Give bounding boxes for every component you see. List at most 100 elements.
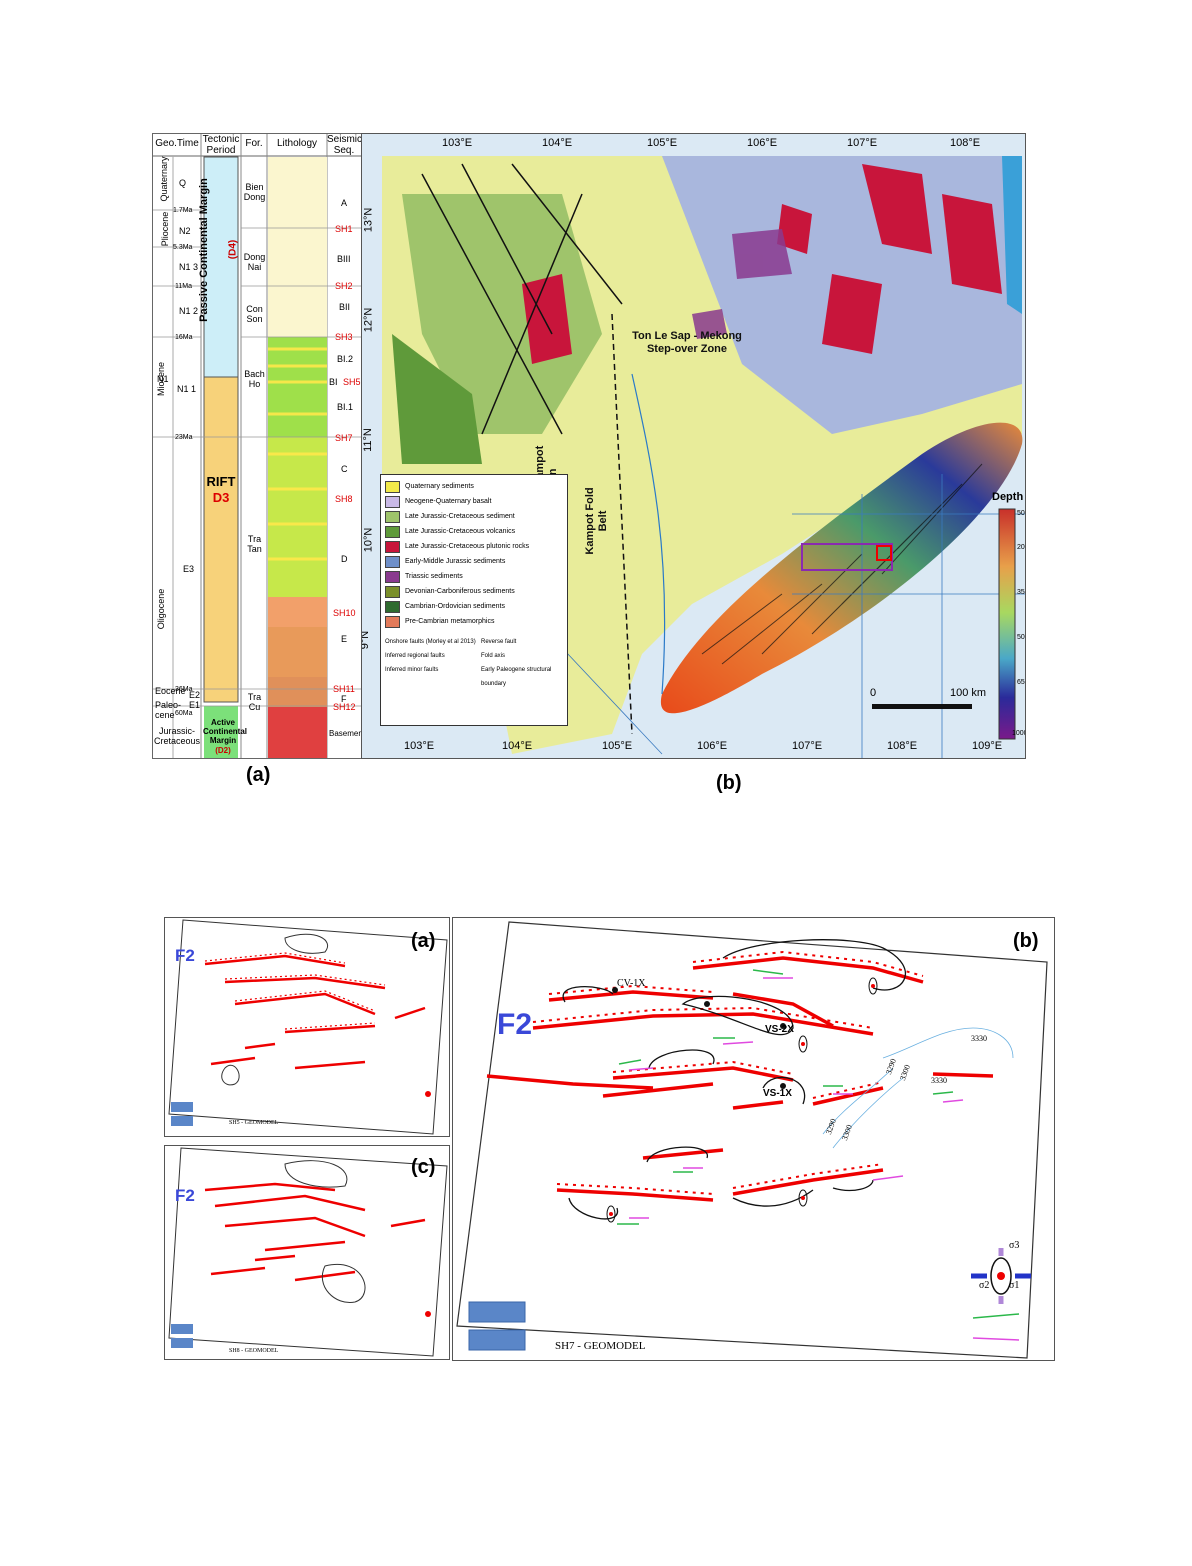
depth-tick-5: 6500m — [1017, 679, 1025, 686]
col-header-lithology: Lithology — [276, 138, 318, 149]
sh-5: SH5 — [343, 377, 361, 387]
seq-5: BI — [329, 377, 338, 387]
lon-tick-top-6: 108°E — [950, 137, 981, 149]
legend-item: Triassic sediments — [381, 569, 567, 584]
lon-tick-top-3: 105°E — [647, 137, 678, 149]
legend-item: Quaternary sediments — [381, 479, 567, 494]
seq-3: BII — [339, 302, 351, 312]
sh-7: SH7 — [335, 433, 353, 443]
sigma-3: σ3 — [1009, 1240, 1020, 1251]
map-legend: Quaternary sediments Neogene-Quaternary … — [380, 474, 568, 726]
age-4: 16Ma — [175, 334, 193, 341]
panel-b-caption: SH7 - GEOMODEL — [555, 1340, 646, 1352]
lat-tick-3: 11°N — [361, 428, 374, 452]
well-vs-2x: VS-2X — [765, 1024, 794, 1035]
strat-frame — [153, 134, 361, 758]
seq-10: F — [341, 694, 347, 704]
scale-dist: 100 km — [950, 687, 987, 699]
unit-q: Q — [179, 178, 187, 188]
legend-item: Late Jurassic-Cretaceous volcanics — [381, 524, 567, 539]
seq-7: C — [341, 464, 348, 474]
seq-4: BI.2 — [337, 354, 354, 364]
formation-4: Bach Ho — [244, 369, 265, 389]
legend-label: Late Jurassic-Cretaceous sediment — [405, 512, 515, 520]
era-oligocene: Oligocene — [156, 588, 166, 630]
lat-tick-4: 10°N — [362, 527, 375, 553]
geomodel-panel-c: (c) F2 SH8 - GEOMODEL — [164, 1145, 450, 1360]
legend-swatch — [385, 495, 400, 508]
lon-tick-top-2: 104°E — [542, 137, 573, 149]
age-3: 11Ma — [175, 283, 192, 290]
sigma-1: σ1 — [1009, 1280, 1020, 1291]
sh-2: SH2 — [335, 281, 353, 291]
legend-item: Pre-Cambrian metamorphics — [381, 614, 567, 629]
formation-2: Dong Nai — [243, 252, 266, 272]
tectonic-d4: (D4) — [227, 239, 239, 260]
legend-items: Quaternary sediments Neogene-Quaternary … — [381, 475, 567, 629]
formation-5: Tra Tan — [247, 534, 262, 554]
tectonic-d2: (D2) — [215, 746, 231, 755]
legend-swatch — [385, 600, 400, 613]
legend-swatch — [385, 525, 400, 538]
era-eocene: Eocene — [155, 686, 186, 696]
geomodel-panel-a: (a) F2 SH5 - GEOMODEL — [164, 917, 450, 1137]
well-cv-1x: CV-1X — [617, 978, 646, 989]
legend-line-1: Onshore faults (Morley et al 2013) — [385, 639, 476, 645]
era-paleocene: Paleo-cene — [155, 700, 182, 720]
legend-label: Early-Middle Jurassic sediments — [405, 557, 506, 565]
legend-item: Neogene-Quaternary basalt — [381, 494, 567, 509]
legend-label: Pre-Cambrian metamorphics — [405, 617, 495, 625]
contour-label-4: 3330 — [931, 1076, 947, 1085]
legend-line-2: Inferred regional faults — [385, 653, 445, 659]
legend-item: Late Jurassic-Cretaceous plutonic rocks — [381, 539, 567, 554]
lon-tick-top-1: 103°E — [442, 137, 473, 149]
lon-tick-top-5: 107°E — [847, 137, 878, 149]
legend-swatch — [385, 585, 400, 598]
legend-label: Late Jurassic-Cretaceous volcanics — [405, 527, 516, 535]
lon-tick-bot-3: 105°E — [602, 740, 633, 752]
legend-line-types: Onshore faults (Morley et al 2013) Infer… — [385, 635, 479, 677]
depth-tick-6: 10000m — [1012, 730, 1025, 737]
legend-swatch — [385, 615, 400, 628]
lat-tick-5: 9°N — [361, 630, 372, 650]
sh-3: SH3 — [335, 332, 353, 342]
panel-c-caption: SH8 - GEOMODEL — [229, 1348, 279, 1354]
sh-1: SH1 — [335, 224, 353, 234]
col-header-geotime: Geo.Time — [155, 138, 199, 149]
stratigraphic-column: Geo.Time Tectonic Period For. Lithology … — [152, 133, 362, 759]
fig1-label-a: (a) — [246, 764, 271, 786]
depth-tick-1: 500m — [1017, 510, 1025, 517]
legend-swatch — [385, 555, 400, 568]
panel-a-caption: SH5 - GEOMODEL — [229, 1120, 279, 1126]
legend-swatch — [385, 510, 400, 523]
legend-label: Quaternary sediments — [405, 482, 474, 490]
sigma-2: σ2 — [979, 1280, 990, 1291]
age-7: 60Ma — [175, 710, 193, 717]
sh-12: SH12 — [333, 702, 356, 712]
legend-item: Cambrian-Ordovician sediments — [381, 599, 567, 614]
panel-a-art — [168, 919, 448, 1135]
legend-line-5: Fold axis — [481, 653, 506, 659]
scale-zero: 0 — [870, 687, 877, 699]
lat-tick-2: 12°N — [362, 307, 375, 333]
formation-1: Bien Dong — [243, 182, 266, 202]
unit-n12: N1 2 — [179, 306, 199, 316]
label-stepover-zone: Ton Le Sap - Mekong Step-over Zone — [632, 330, 742, 355]
legend-label: Cambrian-Ordovician sediments — [405, 602, 505, 610]
era-pliocene: Pliocene — [160, 211, 170, 247]
depth-tick-4: 5000m — [1017, 634, 1025, 641]
age-6: 36Ma — [175, 686, 193, 693]
lon-tick-top-4: 106°E — [747, 137, 778, 149]
lon-tick-bot-7: 109°E — [972, 740, 1003, 752]
legend-swatch — [385, 570, 400, 583]
unit-n1: N1 — [157, 374, 169, 384]
sh-10: SH10 — [333, 608, 356, 618]
panel-c-f2: F2 — [175, 1186, 195, 1205]
geologic-map: 103°E 104°E 105°E 106°E 107°E 108°E 109°… — [361, 133, 1026, 759]
legend-line-4: Reverse fault — [481, 639, 517, 645]
col-header-tectonic: Tectonic Period — [202, 134, 240, 156]
legend-label: Triassic sediments — [405, 572, 463, 580]
well-vs-1x: VS-1X — [763, 1088, 792, 1099]
unit-n13: N1 3 — [179, 262, 199, 272]
depth-title: Depth — [992, 491, 1024, 503]
